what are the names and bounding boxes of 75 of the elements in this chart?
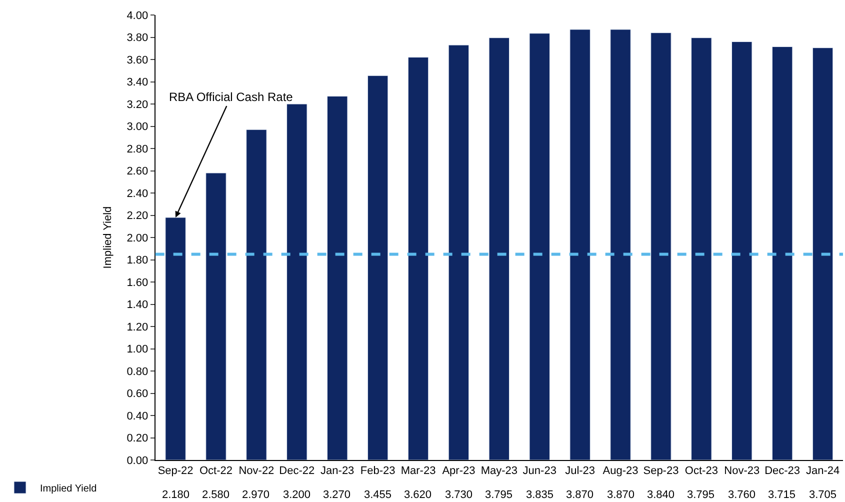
data-label: 3.795 <box>687 489 715 501</box>
y-tick-label: 3.20 <box>126 98 148 111</box>
y-tick-label: 1.20 <box>126 321 148 334</box>
data-label: 3.870 <box>566 489 594 501</box>
bar <box>165 217 186 460</box>
bar <box>570 29 590 460</box>
y-tick-label: 2.20 <box>126 210 148 222</box>
x-tick-label: Nov-22 <box>238 465 274 478</box>
bar <box>732 41 752 460</box>
data-label: 3.760 <box>728 489 756 501</box>
y-tick-label: 3.00 <box>126 121 148 134</box>
data-label: 3.840 <box>647 489 675 501</box>
y-tick-label: 0.60 <box>126 388 148 400</box>
x-tick-label: Dec-23 <box>764 465 800 478</box>
x-tick-label: Jun-23 <box>522 465 556 478</box>
bar <box>772 46 793 460</box>
legend-label: Implied Yield <box>40 483 97 494</box>
y-tick-label: 3.80 <box>126 32 148 44</box>
y-tick-label: 2.80 <box>126 143 148 156</box>
data-label: 3.200 <box>283 489 311 501</box>
bar <box>246 129 267 460</box>
y-tick-label: 0.20 <box>126 432 148 445</box>
x-tick-label: Sep-22 <box>158 465 194 478</box>
x-tick-label: Jul-23 <box>565 465 596 478</box>
x-tick-label: Aug-23 <box>602 465 638 478</box>
data-label: 3.795 <box>485 489 513 501</box>
y-axis-title: Implied Yield <box>102 206 114 269</box>
y-tick-label: 2.00 <box>126 232 148 244</box>
y-tick-label: 2.40 <box>126 188 148 200</box>
x-tick-label: Sep-23 <box>643 465 679 478</box>
data-label: 3.835 <box>526 489 554 501</box>
bar <box>488 38 510 460</box>
bar <box>408 57 429 460</box>
y-tick-label: 3.60 <box>126 54 148 66</box>
bar <box>610 29 631 460</box>
y-tick-label: 4.00 <box>126 10 148 22</box>
data-label: 2.970 <box>242 489 270 501</box>
bar <box>650 32 672 460</box>
x-tick-label: Dec-22 <box>279 465 315 478</box>
data-label: 3.270 <box>323 489 351 501</box>
x-tick-label: Jan-23 <box>320 465 354 478</box>
x-tick-label: Nov-23 <box>724 465 760 478</box>
bar <box>529 33 550 460</box>
data-label: 3.455 <box>364 489 392 501</box>
x-tick-label: Mar-23 <box>400 465 436 478</box>
x-tick-label: Apr-23 <box>442 465 476 478</box>
y-tick-label: 2.60 <box>126 166 148 178</box>
y-tick-label: 1.00 <box>126 344 148 356</box>
data-label: 2.180 <box>162 489 190 501</box>
bar <box>448 44 470 460</box>
x-tick-label: May-23 <box>480 465 518 478</box>
y-tick-label: 0.00 <box>126 454 148 467</box>
x-tick-label: Jan-24 <box>806 465 840 478</box>
data-label: 3.715 <box>768 489 796 501</box>
x-tick-label: Oct-22 <box>199 465 233 478</box>
y-tick-label: 3.40 <box>126 76 148 89</box>
data-label: 2.580 <box>202 489 230 501</box>
data-label: 3.730 <box>445 489 473 501</box>
y-tick-label: 1.80 <box>126 254 148 267</box>
data-label: 3.705 <box>809 489 837 501</box>
bar <box>691 38 712 460</box>
y-tick-label: 1.40 <box>126 299 148 312</box>
annotation: RBA Official Cash Rate <box>169 90 294 104</box>
data-label: 3.870 <box>607 489 635 501</box>
bar <box>326 96 348 460</box>
data-label: 3.620 <box>404 489 432 501</box>
x-tick-label: Oct-23 <box>684 465 718 478</box>
x-tick-label: Feb-23 <box>360 465 396 478</box>
y-tick-label: 0.80 <box>126 366 148 378</box>
bar <box>812 48 834 460</box>
y-tick-label: 1.60 <box>126 276 148 289</box>
bar <box>367 75 388 460</box>
bar <box>206 172 226 460</box>
bar <box>286 104 308 460</box>
y-tick-label: 0.40 <box>126 410 148 422</box>
